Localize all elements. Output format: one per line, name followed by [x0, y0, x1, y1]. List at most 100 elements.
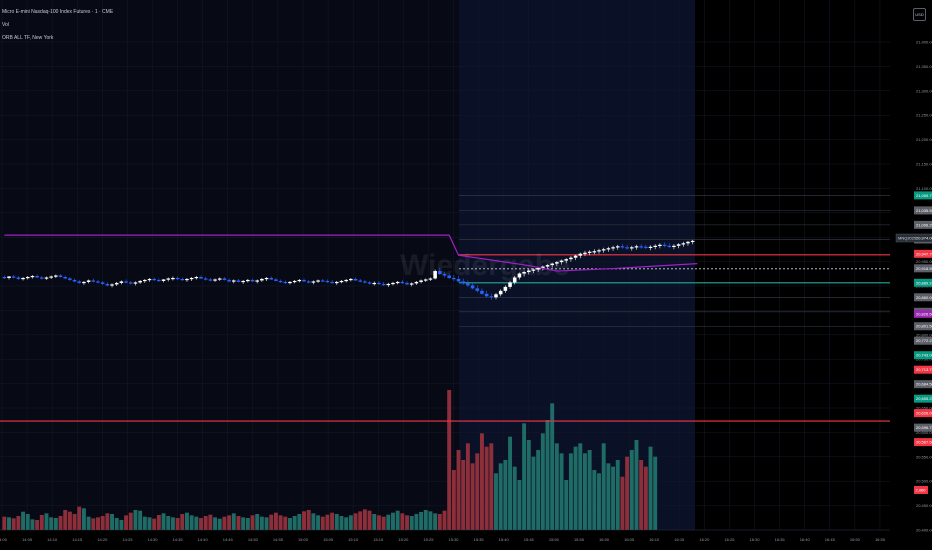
time-axis-label: 15:05	[323, 537, 334, 542]
volume-bar	[582, 453, 587, 530]
price-axis-label: 20,950.00	[916, 259, 932, 264]
candle-body	[306, 281, 311, 283]
candle-body	[138, 280, 142, 283]
candle-body	[611, 247, 615, 249]
candle-body	[330, 281, 334, 284]
volume-bar	[456, 450, 461, 530]
candle-body	[494, 294, 498, 298]
volume-bar	[634, 440, 639, 530]
future-area	[695, 0, 890, 530]
price-axis-label: 20,800.00	[916, 332, 932, 337]
volume-bar	[199, 518, 203, 530]
time-axis-label: 15:10	[348, 537, 359, 542]
price-axis-label: 20,500.00	[916, 479, 932, 484]
candle-body	[269, 277, 274, 280]
candle-body	[199, 276, 203, 279]
candle-body	[35, 275, 39, 278]
currency-button[interactable]: USD	[913, 8, 926, 21]
volume-bar	[16, 516, 21, 530]
price-tag	[914, 409, 932, 418]
volume-bar	[428, 511, 433, 530]
candle-body	[278, 280, 283, 283]
candle-body	[573, 255, 578, 258]
time-axis-label: 14:20	[97, 537, 108, 542]
volume-bar	[526, 440, 531, 530]
volume-bar	[49, 517, 54, 530]
candle-body	[517, 273, 522, 278]
volume-bar	[72, 514, 77, 530]
candle-body	[185, 278, 189, 281]
time-axis-label: 15:00	[298, 537, 309, 542]
price-tag	[914, 380, 932, 389]
candle-body	[241, 280, 245, 283]
volume-bar	[170, 517, 175, 530]
volume-bar	[21, 511, 26, 530]
candle-body	[456, 278, 461, 282]
time-axis-label: 14:05	[22, 537, 33, 542]
candle-body	[662, 244, 667, 246]
volume-bar	[142, 516, 147, 530]
candle-body	[522, 272, 526, 274]
volume-bar	[180, 514, 185, 530]
volume-bar	[100, 516, 105, 530]
time-axis-label: 15:25	[423, 537, 434, 542]
candle-body	[236, 280, 241, 282]
candle-body	[316, 280, 320, 282]
candle-body	[297, 279, 302, 282]
price-tag	[914, 220, 932, 229]
price-axis-label: 20,650.00	[916, 406, 932, 411]
volume-bar	[592, 470, 597, 530]
candle-body	[606, 248, 611, 250]
volume-bar	[381, 516, 386, 530]
volume-bar	[325, 514, 330, 530]
price-tag-label: 20,567.50	[916, 440, 932, 445]
indicator-orb-label[interactable]: ORB ALL TF, New York	[2, 35, 54, 41]
volume-bar	[152, 518, 157, 530]
candle-body	[288, 281, 292, 284]
candle-body	[489, 296, 494, 298]
candle-body	[625, 247, 629, 249]
time-axis-label: 14:40	[198, 537, 209, 542]
candle-body	[681, 243, 686, 245]
volume-bar	[414, 514, 419, 530]
volume-bar	[395, 510, 400, 530]
candle-body	[110, 284, 114, 286]
orb-purple-line	[4, 234, 698, 272]
candle-body	[644, 246, 648, 248]
candle-body	[302, 279, 306, 282]
last-price-tag[interactable]	[895, 233, 932, 243]
volume-bar	[189, 515, 194, 530]
price-axis-label: 21,150.00	[916, 162, 932, 167]
candle-body	[171, 277, 175, 280]
volume-bar	[334, 514, 339, 530]
time-axis-label: 16:55	[875, 537, 886, 542]
candle-body	[386, 283, 391, 286]
candle-body	[395, 281, 400, 284]
indicator-vol-label[interactable]: Vol	[2, 22, 9, 28]
volume-bar	[231, 513, 236, 530]
volume-bar	[184, 512, 189, 530]
volume-bar	[306, 510, 311, 530]
time-axis-label: 15:45	[524, 537, 535, 542]
time-axis-label: 16:25	[724, 537, 735, 542]
candle-body	[311, 281, 316, 283]
last-price-value: 20,974.00	[916, 236, 932, 241]
volume-bar	[517, 480, 522, 530]
candle-body	[615, 246, 620, 248]
time-axis: 14:00 14:05 14:10 14:15 14:20 14:25 14:30 14:35…	[0, 529, 890, 542]
candle-body	[30, 275, 35, 278]
candle-body	[569, 257, 573, 260]
volume-bar	[470, 463, 475, 530]
candle-body	[676, 244, 681, 246]
candle-body	[461, 281, 465, 284]
candle-body	[405, 282, 409, 285]
price-axis-label: 20,450.00	[916, 503, 932, 508]
price-tag	[914, 249, 932, 258]
candle-body	[335, 281, 339, 284]
volume-tag	[914, 486, 928, 494]
volume-bar	[58, 516, 63, 530]
volume-bar	[133, 510, 138, 530]
time-axis-label: 15:30	[449, 537, 460, 542]
candle-body	[423, 279, 428, 281]
